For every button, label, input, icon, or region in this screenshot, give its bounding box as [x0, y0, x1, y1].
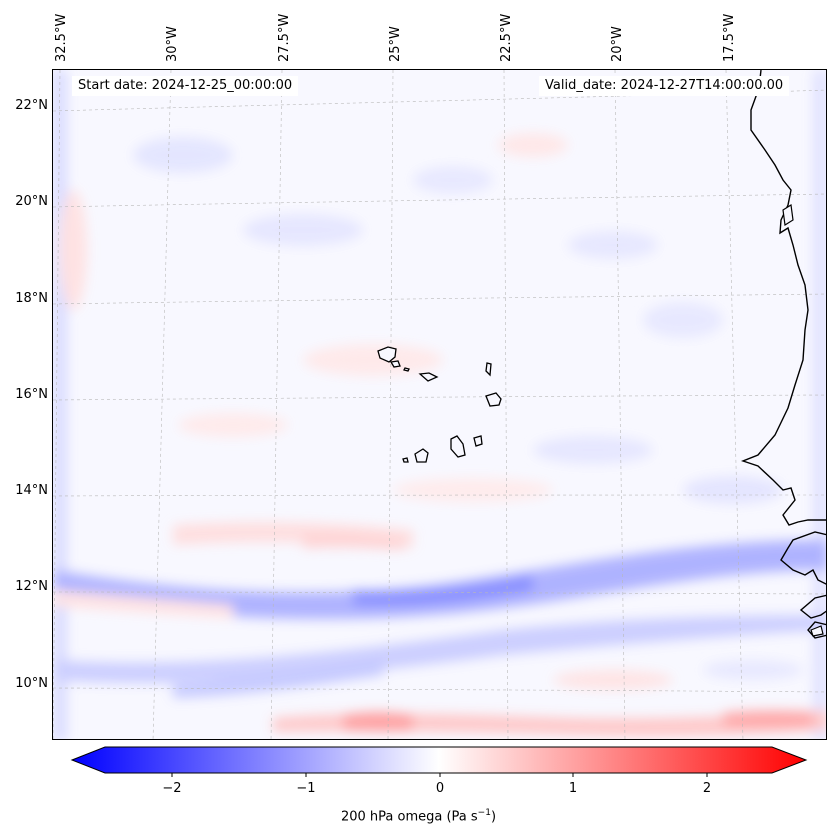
- colorbar-tick-neg1: −1: [296, 781, 316, 796]
- lat-label-20n: 20°N: [15, 194, 48, 209]
- lon-label-32.5w: 32.5°W: [54, 13, 69, 62]
- graticule: [53, 70, 826, 739]
- map-panel[interactable]: [52, 69, 827, 740]
- lon-label-27.5w: 27.5°W: [277, 13, 292, 62]
- lon-label-25w: 25°W: [388, 26, 403, 62]
- lon-label-30w: 30°W: [165, 26, 180, 62]
- cape-verde-islands: [377, 346, 502, 463]
- lat-label-18n: 18°N: [15, 291, 48, 306]
- colorbar-tick-neg2: −2: [162, 781, 182, 796]
- colorbar: [70, 746, 808, 777]
- lon-label-22.5w: 22.5°W: [499, 13, 514, 62]
- valid-date-label: Valid_date: 2024-12-27T14:00:00.00: [539, 76, 790, 96]
- colorbar-label: 200 hPa omega (Pa s−1): [340, 808, 497, 825]
- lat-label-16n: 16°N: [15, 387, 48, 402]
- lat-label-14n: 14°N: [15, 483, 48, 498]
- lat-label-10n: 10°N: [15, 676, 48, 691]
- colorbar-tick-0: 0: [435, 781, 445, 796]
- start-date-label: Start date: 2024-12-25_00:00:00: [72, 76, 299, 96]
- lon-label-20w: 20°W: [610, 26, 625, 62]
- colorbar-tick-1: 1: [568, 781, 578, 796]
- lat-label-12n: 12°N: [15, 579, 48, 594]
- omega-field: [53, 70, 826, 739]
- african-coastline: [740, 70, 826, 639]
- lon-label-17.5w: 17.5°W: [722, 13, 737, 62]
- colorbar-tick-2: 2: [702, 781, 712, 796]
- lat-label-22n: 22°N: [15, 98, 48, 113]
